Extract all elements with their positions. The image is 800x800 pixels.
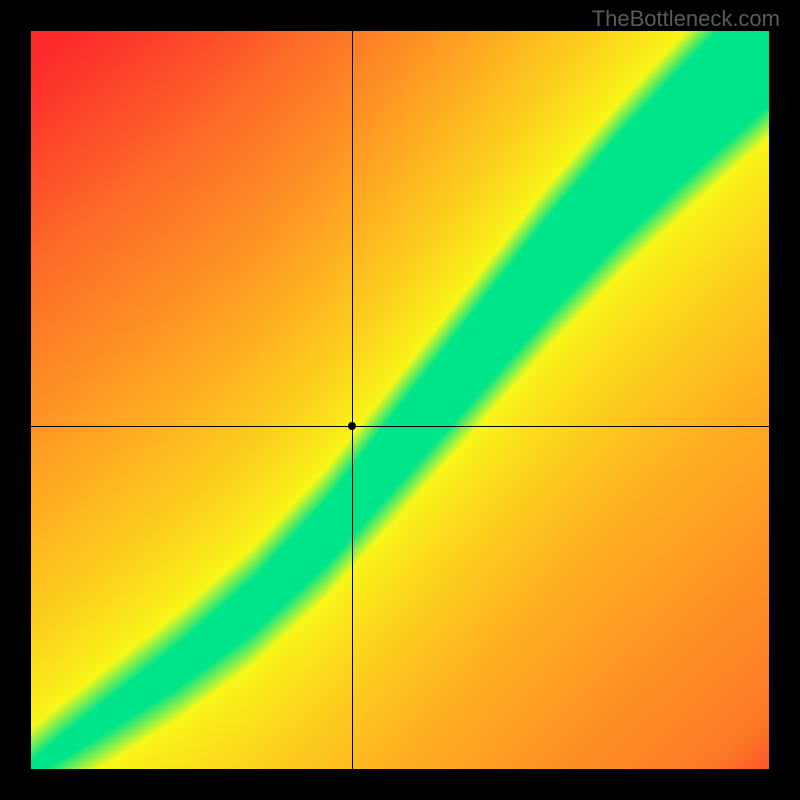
heatmap-canvas: [31, 31, 769, 769]
crosshair-vertical: [352, 31, 353, 769]
crosshair-horizontal: [31, 426, 769, 427]
chart-container: TheBottleneck.com: [0, 0, 800, 800]
watermark-text: TheBottleneck.com: [592, 6, 780, 32]
crosshair-point: [348, 422, 356, 430]
plot-area: [31, 31, 769, 769]
